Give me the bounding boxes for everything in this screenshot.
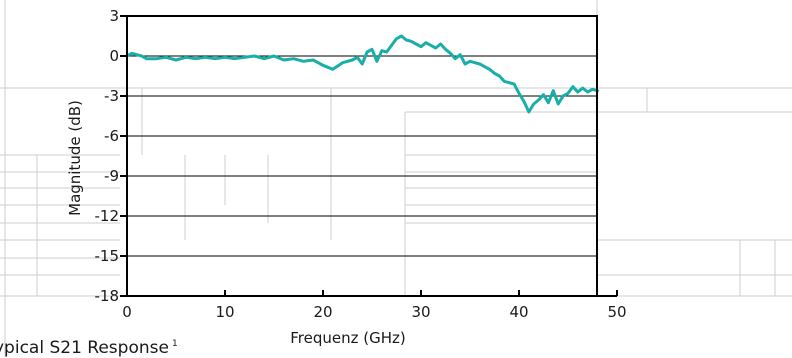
series-group xyxy=(125,34,599,114)
y-tick-label: 3 xyxy=(109,7,119,25)
y-tick-label: -12 xyxy=(95,207,120,225)
y-tick-label: -6 xyxy=(104,127,119,145)
x-tick-label: 30 xyxy=(411,303,430,321)
figure-caption: ypical S21 Response 1 xyxy=(0,338,178,358)
x-tick-label: 20 xyxy=(313,303,332,321)
y-tick-label: 0 xyxy=(109,47,119,65)
caption-footnote-marker: 1 xyxy=(171,339,178,350)
x-tick-label: 50 xyxy=(607,303,626,321)
y-axis-label: Magnitude (dB) xyxy=(66,100,84,216)
x-tick-label: 0 xyxy=(122,303,132,321)
series-line-s21 xyxy=(125,34,599,114)
x-tick-label: 40 xyxy=(509,303,528,321)
caption-text: ypical S21 Response xyxy=(0,338,169,358)
y-tick-label: -18 xyxy=(95,287,120,305)
x-axis-label: Frequenz (GHz) xyxy=(290,329,406,347)
y-tick-label: -3 xyxy=(104,87,119,105)
y-tick-label: -9 xyxy=(104,167,119,185)
tick-labels: 30-3-6-9-12-15-180 10 20 30 40 50 xyxy=(95,7,627,321)
axis-ticks xyxy=(120,15,618,297)
y-tick-label: -15 xyxy=(95,247,120,265)
x-tick-label: 10 xyxy=(215,303,234,321)
